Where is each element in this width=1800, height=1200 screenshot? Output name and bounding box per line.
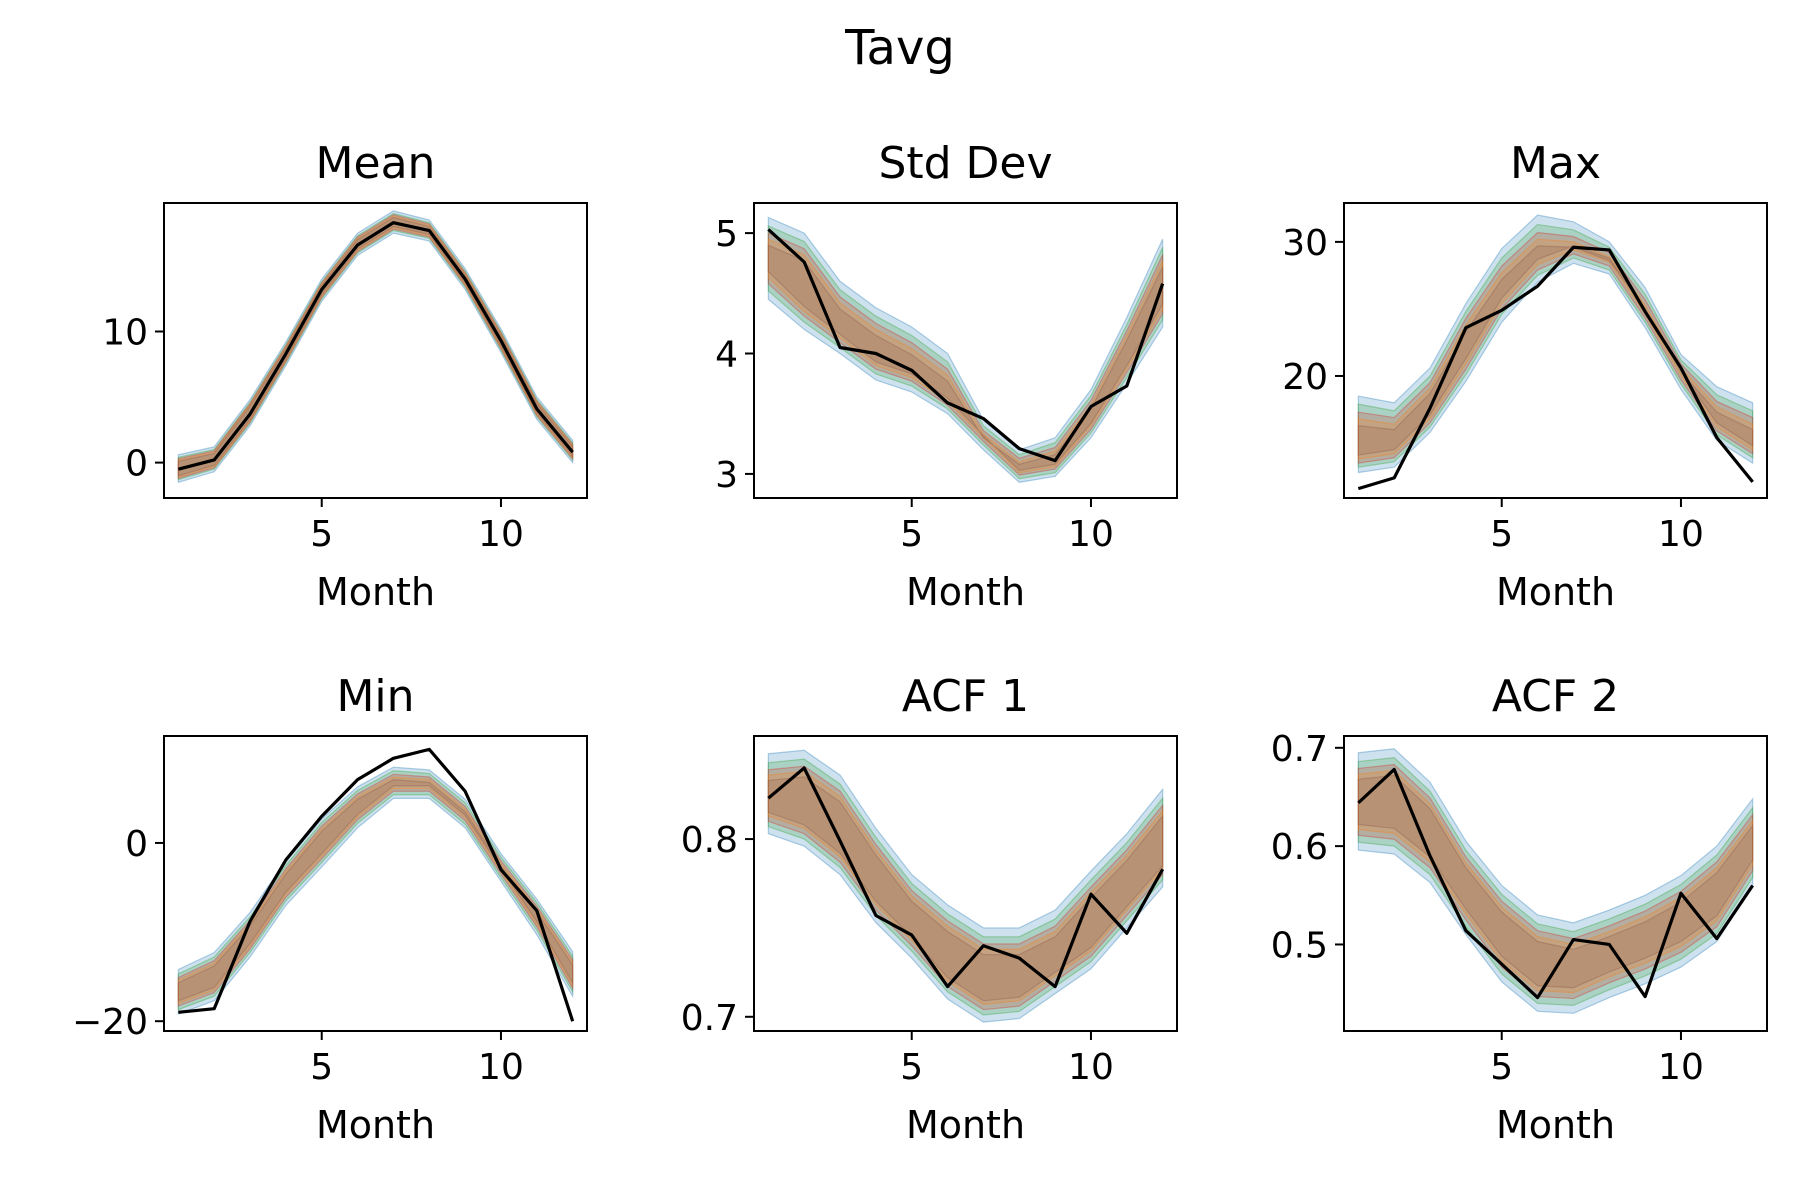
ensemble-band-acf-2-3 [1357, 769, 1754, 994]
y-tick-label: 5 [715, 214, 738, 255]
x-tick-label: 5 [310, 1047, 333, 1088]
axes-frame-std-dev [753, 202, 1178, 499]
ensemble-band-min-0 [177, 766, 574, 1015]
x-axis-label-mean: Month [316, 570, 435, 614]
observed-line-max [1357, 245, 1754, 491]
ensemble-band-max-3 [1357, 238, 1754, 460]
y-tick-label: 10 [102, 312, 148, 353]
ensemble-band-mean-3 [177, 215, 574, 478]
ensemble-band-mean-0 [177, 210, 574, 484]
x-tick-label: 5 [900, 1047, 923, 1088]
ensemble-band-std-dev-1 [767, 224, 1164, 480]
axes-frame-min [163, 735, 588, 1032]
subplot-min: 5 10 −20 0 Min Month [72, 671, 588, 1147]
ensemble-band-mean-2 [177, 214, 574, 480]
y-tick-label: −20 [72, 1002, 148, 1043]
figure-title: Tavg [845, 20, 955, 76]
x-tick-label: 5 [1490, 1047, 1513, 1088]
x-tick-label: 10 [1658, 1047, 1704, 1088]
observed-line-std-dev [767, 228, 1165, 463]
subplot-title-min: Min [336, 671, 414, 722]
subplot-title-mean: Mean [316, 138, 436, 189]
ensemble-band-max-4 [1357, 245, 1754, 456]
x-axis-label-acf-1: Month [906, 1103, 1025, 1147]
ensemble-band-std-dev-0 [767, 216, 1164, 483]
subplot-title-max: Max [1510, 138, 1601, 189]
ensemble-band-min-1 [177, 770, 574, 1011]
ensemble-band-std-dev-2 [767, 232, 1164, 476]
ensemble-band-acf-2-4 [1357, 774, 1754, 989]
ensemble-band-max-2 [1357, 231, 1754, 464]
y-tick-label: 4 [715, 335, 738, 376]
axes-frame-max [1343, 202, 1768, 499]
x-tick-label: 10 [1068, 514, 1114, 555]
x-tick-label: 5 [1490, 514, 1513, 555]
y-tick-label: 30 [1282, 223, 1328, 264]
ensemble-band-acf-1-2 [767, 765, 1164, 1011]
subplot-acf-2: 5 10 0.5 0.6 0.7 ACF 2 Month [1271, 671, 1768, 1147]
subplot-title-acf-2: ACF 2 [1492, 671, 1619, 722]
y-tick-label: 0.6 [1271, 827, 1328, 868]
y-tick-label: 0 [125, 824, 148, 865]
observed-line-acf-1 [767, 766, 1165, 989]
y-tick-label: 0.5 [1271, 925, 1328, 966]
subplot-title-std-dev: Std Dev [878, 138, 1052, 189]
observed-line-acf-2 [1357, 767, 1754, 1000]
x-axis-label-max: Month [1496, 570, 1615, 614]
axes-frame-mean [163, 202, 588, 499]
observed-line-mean [177, 221, 574, 471]
subplot-acf-1: 5 10 0.7 0.8 ACF 1 Month [681, 671, 1178, 1147]
subplot-max: 5 10 20 30 Max Month [1282, 138, 1768, 614]
x-tick-label: 5 [900, 514, 923, 555]
axes-frame-acf-2 [1343, 735, 1768, 1032]
subplot-title-acf-1: ACF 1 [902, 671, 1029, 722]
ensemble-band-acf-1-0 [767, 749, 1164, 1023]
ensemble-band-mean-1 [177, 212, 574, 481]
observed-line-min [178, 747, 575, 1022]
x-axis-label-acf-2: Month [1496, 1103, 1615, 1147]
x-tick-label: 10 [478, 514, 524, 555]
x-tick-label: 10 [1068, 1047, 1114, 1088]
axes-frame-acf-1 [753, 735, 1178, 1032]
x-tick-label: 10 [478, 1047, 524, 1088]
ensemble-band-acf-2-2 [1357, 763, 1754, 1000]
ensemble-band-mean-4 [177, 216, 574, 477]
ensemble-band-min-3 [177, 776, 574, 1005]
ensemble-band-acf-2-1 [1357, 757, 1754, 1007]
x-axis-label-min: Month [316, 1103, 435, 1147]
ensemble-band-max-1 [1357, 223, 1754, 468]
y-tick-label: 3 [715, 455, 738, 496]
x-axis-label-std-dev: Month [906, 570, 1025, 614]
x-tick-label: 5 [310, 514, 333, 555]
x-tick-label: 10 [1658, 514, 1704, 555]
y-tick-label: 0 [125, 444, 148, 485]
ensemble-band-min-2 [177, 773, 574, 1007]
y-tick-label: 0.7 [1271, 729, 1328, 770]
subplot-mean: 5 10 0 10 Mean Month [102, 138, 588, 614]
y-tick-label: 20 [1282, 357, 1328, 398]
y-tick-label: 0.8 [681, 820, 738, 861]
ensemble-band-acf-1-4 [767, 776, 1164, 1002]
ensemble-band-min-4 [177, 779, 574, 1002]
subplot-std-dev: 5 10 3 4 5 Std Dev Month [715, 138, 1178, 614]
y-tick-label: 0.7 [681, 998, 738, 1039]
ensemble-band-std-dev-3 [767, 238, 1164, 474]
